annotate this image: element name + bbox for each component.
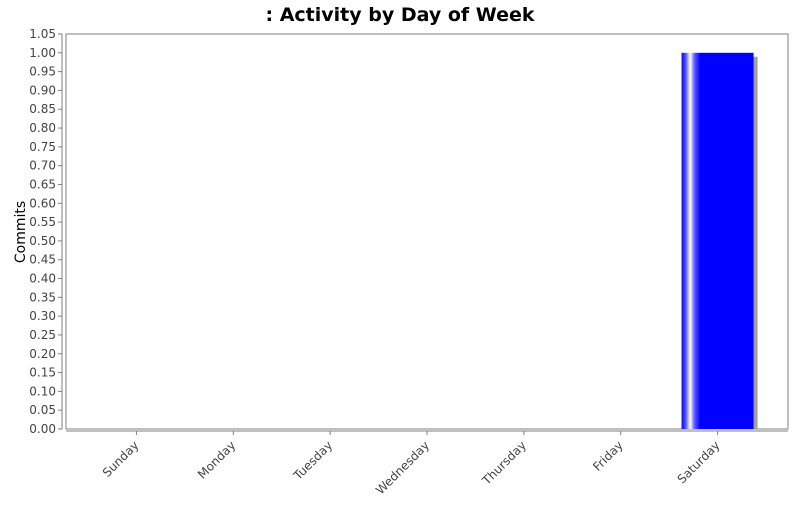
x-tick-label: Tuesday [290, 438, 335, 483]
y-tick-label: 0.45 [29, 253, 56, 267]
y-tick-label: 0.20 [29, 347, 56, 361]
y-axis-label: Commits [13, 201, 29, 263]
y-tick-label: 0.40 [29, 272, 56, 286]
x-tick-label: Sunday [100, 438, 142, 480]
y-tick-label: 0.15 [29, 366, 56, 380]
y-tick-label: 0.75 [29, 140, 56, 154]
y-tick-label: 0.85 [29, 102, 56, 116]
x-axis: Sunday Monday Tuesday Wednesday Thursday Frid… [66, 430, 788, 497]
x-tick-label: Thursday [479, 438, 529, 488]
x-tick-label: Wednesday [373, 438, 432, 497]
plot-area [65, 33, 789, 430]
y-tick-label: 0.95 [29, 65, 56, 79]
y-tick-label: 0.70 [29, 159, 56, 173]
x-tick-label: Friday [590, 438, 626, 474]
y-tick-label: 0.35 [29, 290, 56, 304]
y-tick-label: 0.50 [29, 234, 56, 248]
y-tick-label: 0.80 [29, 121, 56, 135]
y-tick-label: 1.05 [29, 27, 56, 41]
bar [681, 52, 754, 430]
y-tick-label: 0.00 [29, 422, 56, 436]
y-tick-label: 0.65 [29, 177, 56, 191]
y-tick-label: 0.55 [29, 215, 56, 229]
y-tick-label: 0.30 [29, 309, 56, 323]
y-tick-label: 0.10 [29, 384, 56, 398]
y-tick-label: 0.60 [29, 196, 56, 210]
y-tick-label: 1.00 [29, 46, 56, 60]
x-tick-label: Monday [195, 438, 238, 481]
y-tick-label: 0.90 [29, 83, 56, 97]
y-tick-label: 0.25 [29, 328, 56, 342]
chart-title: : Activity by Day of Week [266, 4, 535, 26]
x-tick-label: Saturday [675, 438, 723, 486]
y-axis: 0.00 0.05 0.10 0.15 0.20 0.25 0.30 0.35 0.40 0.45… [29, 27, 63, 436]
y-tick-label: 0.05 [29, 403, 56, 417]
bar-series [681, 52, 758, 430]
